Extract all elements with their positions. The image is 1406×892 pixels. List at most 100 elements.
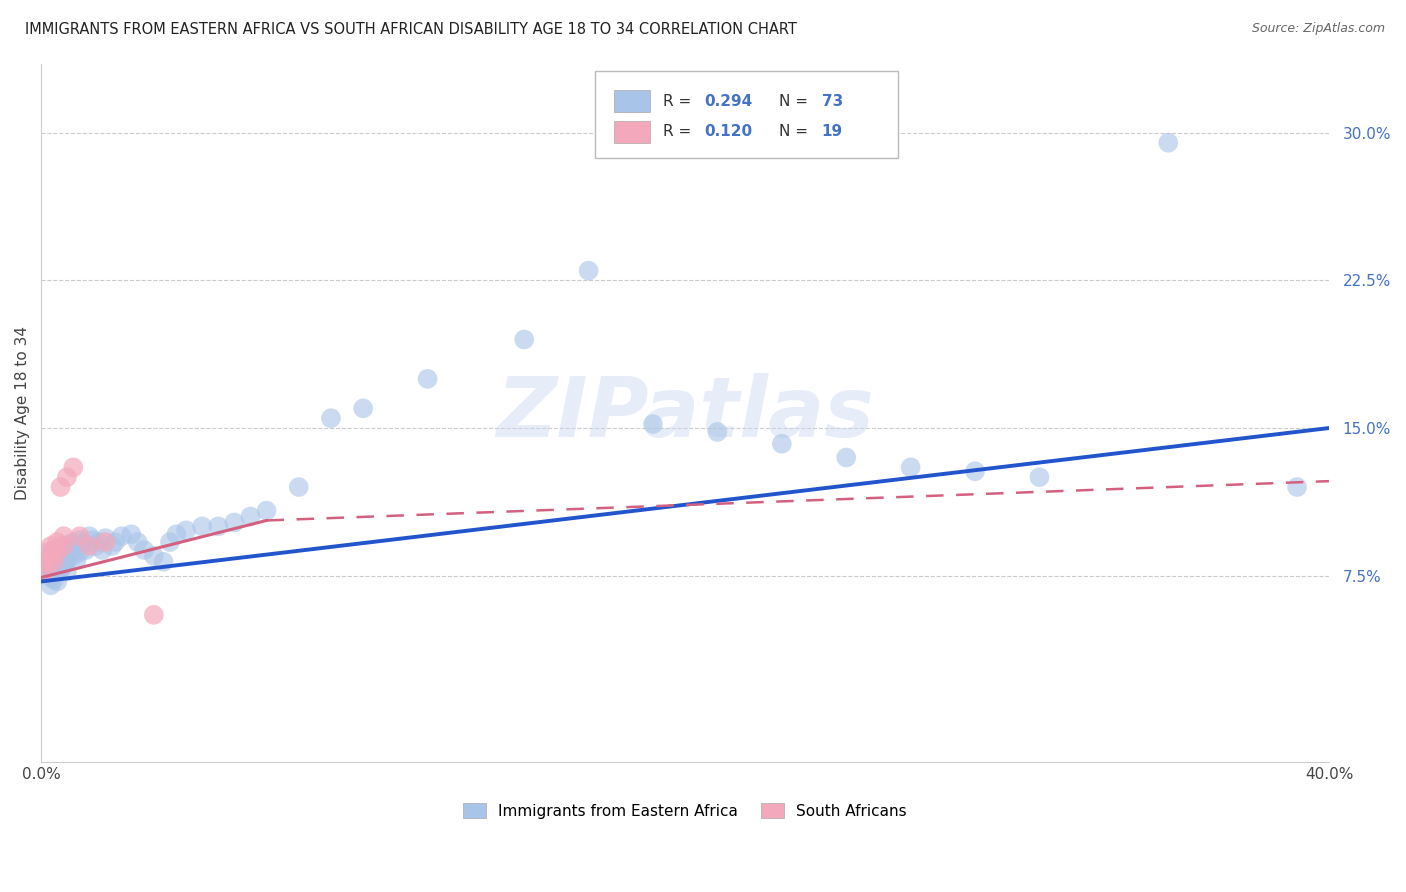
Text: N =: N = [779,124,813,139]
Point [104,535,127,549]
FancyBboxPatch shape [614,120,651,143]
Point [52,529,75,543]
Text: Source: ZipAtlas.com: Source: ZipAtlas.com [1251,22,1385,36]
Point [706,425,728,439]
Point [1286,480,1309,494]
Point [37,566,59,581]
Point [65,539,87,553]
Point [42,563,65,577]
Point [42,555,65,569]
Legend: Immigrants from Eastern Africa, South Africans: Immigrants from Eastern Africa, South Af… [457,797,912,824]
Y-axis label: Disability Age 18 to 34: Disability Age 18 to 34 [15,326,30,500]
Point [46,565,69,579]
Point [134,543,156,558]
Point [62,460,84,475]
Point [111,529,134,543]
Point [56,470,79,484]
Point [69,545,91,559]
Point [79,529,101,543]
Point [174,524,197,538]
Text: ZIPatlas: ZIPatlas [496,373,875,454]
Text: IMMIGRANTS FROM EASTERN AFRICA VS SOUTH AFRICAN DISABILITY AGE 18 TO 34 CORRELAT: IMMIGRANTS FROM EASTERN AFRICA VS SOUTH … [25,22,797,37]
Point [900,460,922,475]
Point [165,527,187,541]
Point [49,563,72,577]
Point [46,545,69,559]
Point [91,543,114,558]
Point [835,450,858,465]
Point [101,539,124,553]
Point [87,535,110,549]
Point [37,549,59,563]
Point [39,563,62,577]
Point [1157,136,1180,150]
Point [49,480,72,494]
Point [72,537,94,551]
Point [142,549,165,563]
Point [42,545,65,559]
Text: 19: 19 [821,124,842,139]
Point [39,570,62,584]
FancyBboxPatch shape [614,90,651,112]
Point [62,535,84,549]
Point [42,573,65,587]
Point [34,565,56,579]
Point [59,537,82,551]
Point [224,516,246,530]
Point [207,519,229,533]
Point [52,539,75,553]
Point [59,547,82,561]
Point [82,533,104,548]
Text: R =: R = [664,94,696,109]
Point [34,555,56,569]
Point [49,543,72,558]
Point [352,401,374,416]
Point [52,539,75,553]
Point [513,333,536,347]
Point [39,549,62,563]
Point [256,503,278,517]
Point [39,539,62,553]
Point [52,549,75,563]
Point [56,543,79,558]
Point [578,263,600,277]
Point [75,543,97,558]
FancyBboxPatch shape [595,71,898,159]
Point [416,372,439,386]
Point [62,549,84,563]
Point [37,558,59,573]
Point [46,547,69,561]
Point [94,531,117,545]
Point [152,555,174,569]
Point [42,555,65,569]
Point [39,553,62,567]
Point [52,558,75,573]
Point [159,535,181,549]
Point [37,545,59,559]
Point [69,529,91,543]
Point [84,539,107,553]
Point [142,607,165,622]
Point [65,553,87,567]
Point [120,527,142,541]
Point [1028,470,1050,484]
Point [56,553,79,567]
Point [191,519,214,533]
Point [770,436,793,450]
Text: 73: 73 [821,94,844,109]
Point [39,578,62,592]
Point [239,509,262,524]
Point [127,535,149,549]
Text: 0.120: 0.120 [704,124,752,139]
Point [37,555,59,569]
Point [34,560,56,574]
Point [69,533,91,548]
Text: 0.294: 0.294 [704,94,752,109]
Point [79,539,101,553]
Point [42,543,65,558]
Point [641,417,664,431]
Point [56,565,79,579]
Point [319,411,342,425]
Point [46,557,69,571]
Text: R =: R = [664,124,696,139]
